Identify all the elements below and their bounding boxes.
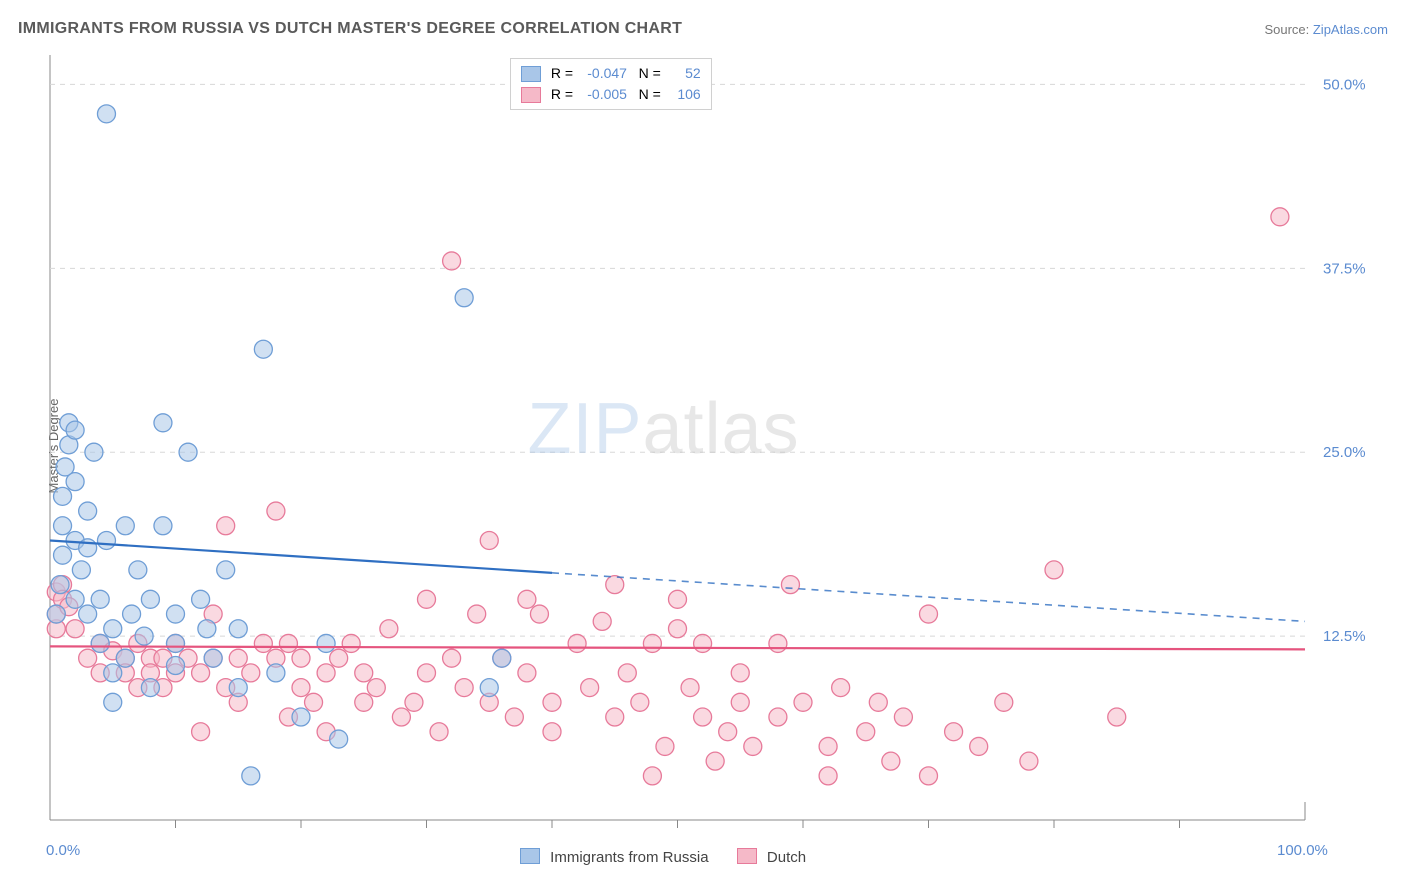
svg-text:25.0%: 25.0% [1323,444,1366,461]
n-label: N = [639,65,661,81]
stats-row: R = -0.047 N = 52 [521,63,701,84]
r-label: R = [551,86,573,102]
x-axis-start-label: 0.0% [46,842,80,859]
svg-text:50.0%: 50.0% [1323,76,1366,93]
legend-swatch [521,87,541,103]
x-axis-end-label: 100.0% [1277,842,1328,859]
stats-row: R = -0.005 N = 106 [521,84,701,105]
n-value: 106 [665,84,701,105]
legend-item: Dutch [737,849,806,866]
r-value: -0.047 [577,63,627,84]
r-value: -0.005 [577,84,627,105]
r-label: R = [551,65,573,81]
legend-label: Immigrants from Russia [550,849,708,866]
legend-swatch [520,848,540,864]
svg-text:12.5%: 12.5% [1323,628,1366,645]
svg-text:37.5%: 37.5% [1323,260,1366,277]
n-value: 52 [665,63,701,84]
series-legend: Immigrants from Russia Dutch [520,848,830,866]
legend-swatch [737,848,757,864]
legend-label: Dutch [767,849,806,866]
legend-swatch [521,66,541,82]
legend-item: Immigrants from Russia [520,849,713,866]
stats-legend: R = -0.047 N = 52 R = -0.005 N = 106 [510,58,712,110]
scatter-chart: 12.5% 25.0% 37.5% 50.0% [0,0,1406,892]
n-label: N = [639,86,661,102]
